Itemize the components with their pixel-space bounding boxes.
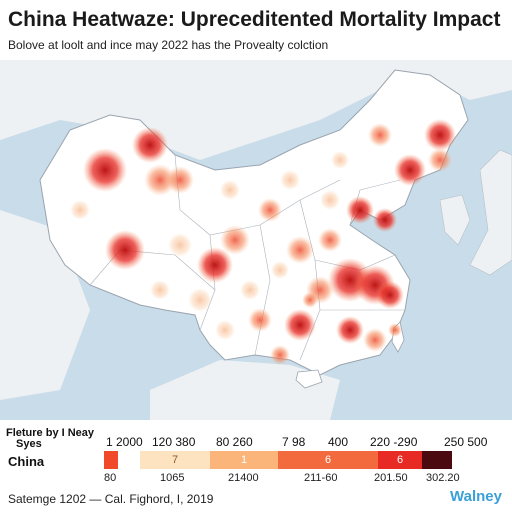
legend-values: 80 1065 21400 211-60 201.50 302.20: [104, 472, 504, 486]
japan-islands: [469, 149, 512, 276]
map-subtitle: Bolove at loolt and ince may 2022 has th…: [8, 38, 329, 52]
legend-value: 211-60: [304, 472, 338, 484]
legend-caption-line2: Syes: [16, 438, 42, 450]
legend-value: 302.20: [426, 472, 460, 484]
legend-range: 7 98: [282, 435, 306, 449]
legend-value: 80: [104, 472, 117, 484]
map-title: China Heatwaze: Upreceditented Mortality…: [8, 8, 501, 31]
legend-value: 201.50: [374, 472, 408, 484]
legend-swatch: [104, 451, 118, 469]
legend-swatch: [422, 451, 452, 469]
legend-swatch: 7: [140, 451, 210, 469]
china-heat-map: [0, 60, 512, 420]
hainan-island: [295, 369, 323, 389]
legend-caption-line1: Fleture by I Neay: [6, 427, 95, 439]
legend-range: 80 260: [216, 435, 253, 449]
brand-logo: Walney: [450, 488, 502, 505]
korea-peninsula: [439, 194, 471, 246]
legend-swatches: 7 1 6 6: [104, 451, 504, 469]
source-caption: Satemge 1202 — Cal. Fighord, I, 2019: [8, 492, 214, 506]
legend-range: 220 -290: [370, 435, 418, 449]
legend-range: 120 380: [152, 435, 196, 449]
neighbor-land-south: [150, 360, 340, 420]
heat-hotspots: [70, 119, 456, 365]
legend-caption: Fleture by I Neay Syes: [6, 428, 96, 450]
legend-range: 400: [328, 435, 349, 449]
legend-value: 1065: [160, 472, 185, 484]
legend-range: 250 500: [444, 435, 488, 449]
legend-region-label: China: [8, 454, 45, 469]
legend-swatch: 1: [210, 451, 278, 469]
legend-ranges: 1 2000 120 380 80 260 7 98 400 220 -290 …: [106, 435, 506, 451]
legend-swatch: 6: [378, 451, 422, 469]
legend-swatch: 6: [278, 451, 378, 469]
legend-range: 1 2000: [106, 435, 143, 449]
legend-value: 21400: [228, 472, 259, 484]
